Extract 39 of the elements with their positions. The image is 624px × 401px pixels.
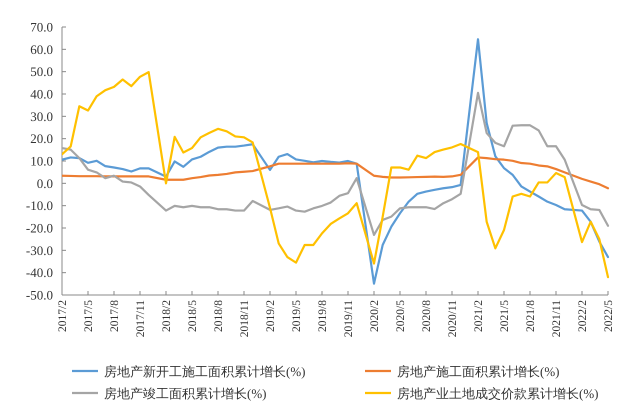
x-tick-label: 2021/8 [525,300,537,332]
y-tick-label: -20.0 [26,220,53,236]
y-tick-label: -50.0 [26,288,53,302]
x-tick-label: 2020/2 [369,300,381,332]
x-tick-label: 2017/2 [57,300,69,332]
y-tick-label: 40.0 [30,86,53,102]
y-tick-label: 60.0 [30,42,53,57]
x-tick-label: 2018/5 [187,300,199,332]
x-tick-label: 2021/2 [473,300,485,332]
x-tick-label: 2020/5 [395,300,407,332]
x-tick-label: 2021/11 [551,300,563,338]
x-tick-label: 2017/8 [109,300,121,332]
x-tick-label: 2018/2 [161,300,173,332]
x-tick-label: 2021/5 [499,300,511,332]
y-tick-label: -10.0 [26,198,53,214]
y-tick-label: 50.0 [30,64,53,80]
y-tick-label: 10.0 [30,154,53,168]
y-tick-label: 0.0 [36,176,53,191]
y-tick-label: -40.0 [26,265,53,280]
x-tick-label: 2020/11 [447,300,459,338]
legend-label: 房地产竣工面积累计增长(%) [104,386,266,401]
y-tick-label: -30.0 [26,242,53,258]
x-tick-label: 2017/5 [83,300,95,332]
legend-label: 房地产业土地成交价款累计增长(%) [397,386,598,401]
y-tick-label: 30.0 [30,108,53,124]
x-tick-label: 2019/11 [343,300,355,338]
y-tick-label: 70.0 [30,20,53,34]
legend-label: 房地产施工面积累计增长(%) [397,364,560,379]
x-tick-label: 2019/5 [291,300,303,332]
x-tick-label: 2019/2 [265,300,277,332]
x-tick-label: 2019/8 [317,300,329,332]
legend-label: 房地产新开工施工面积累计增长(%) [104,364,306,379]
x-tick-label: 2017/11 [135,300,147,338]
x-tick-label: 2018/11 [239,300,251,338]
x-tick-label: 2020/8 [421,300,433,332]
x-tick-label: 2022/5 [603,300,615,332]
x-tick-label: 2018/8 [213,300,225,332]
y-tick-label: 20.0 [30,131,53,146]
x-tick-label: 2022/2 [577,300,589,332]
